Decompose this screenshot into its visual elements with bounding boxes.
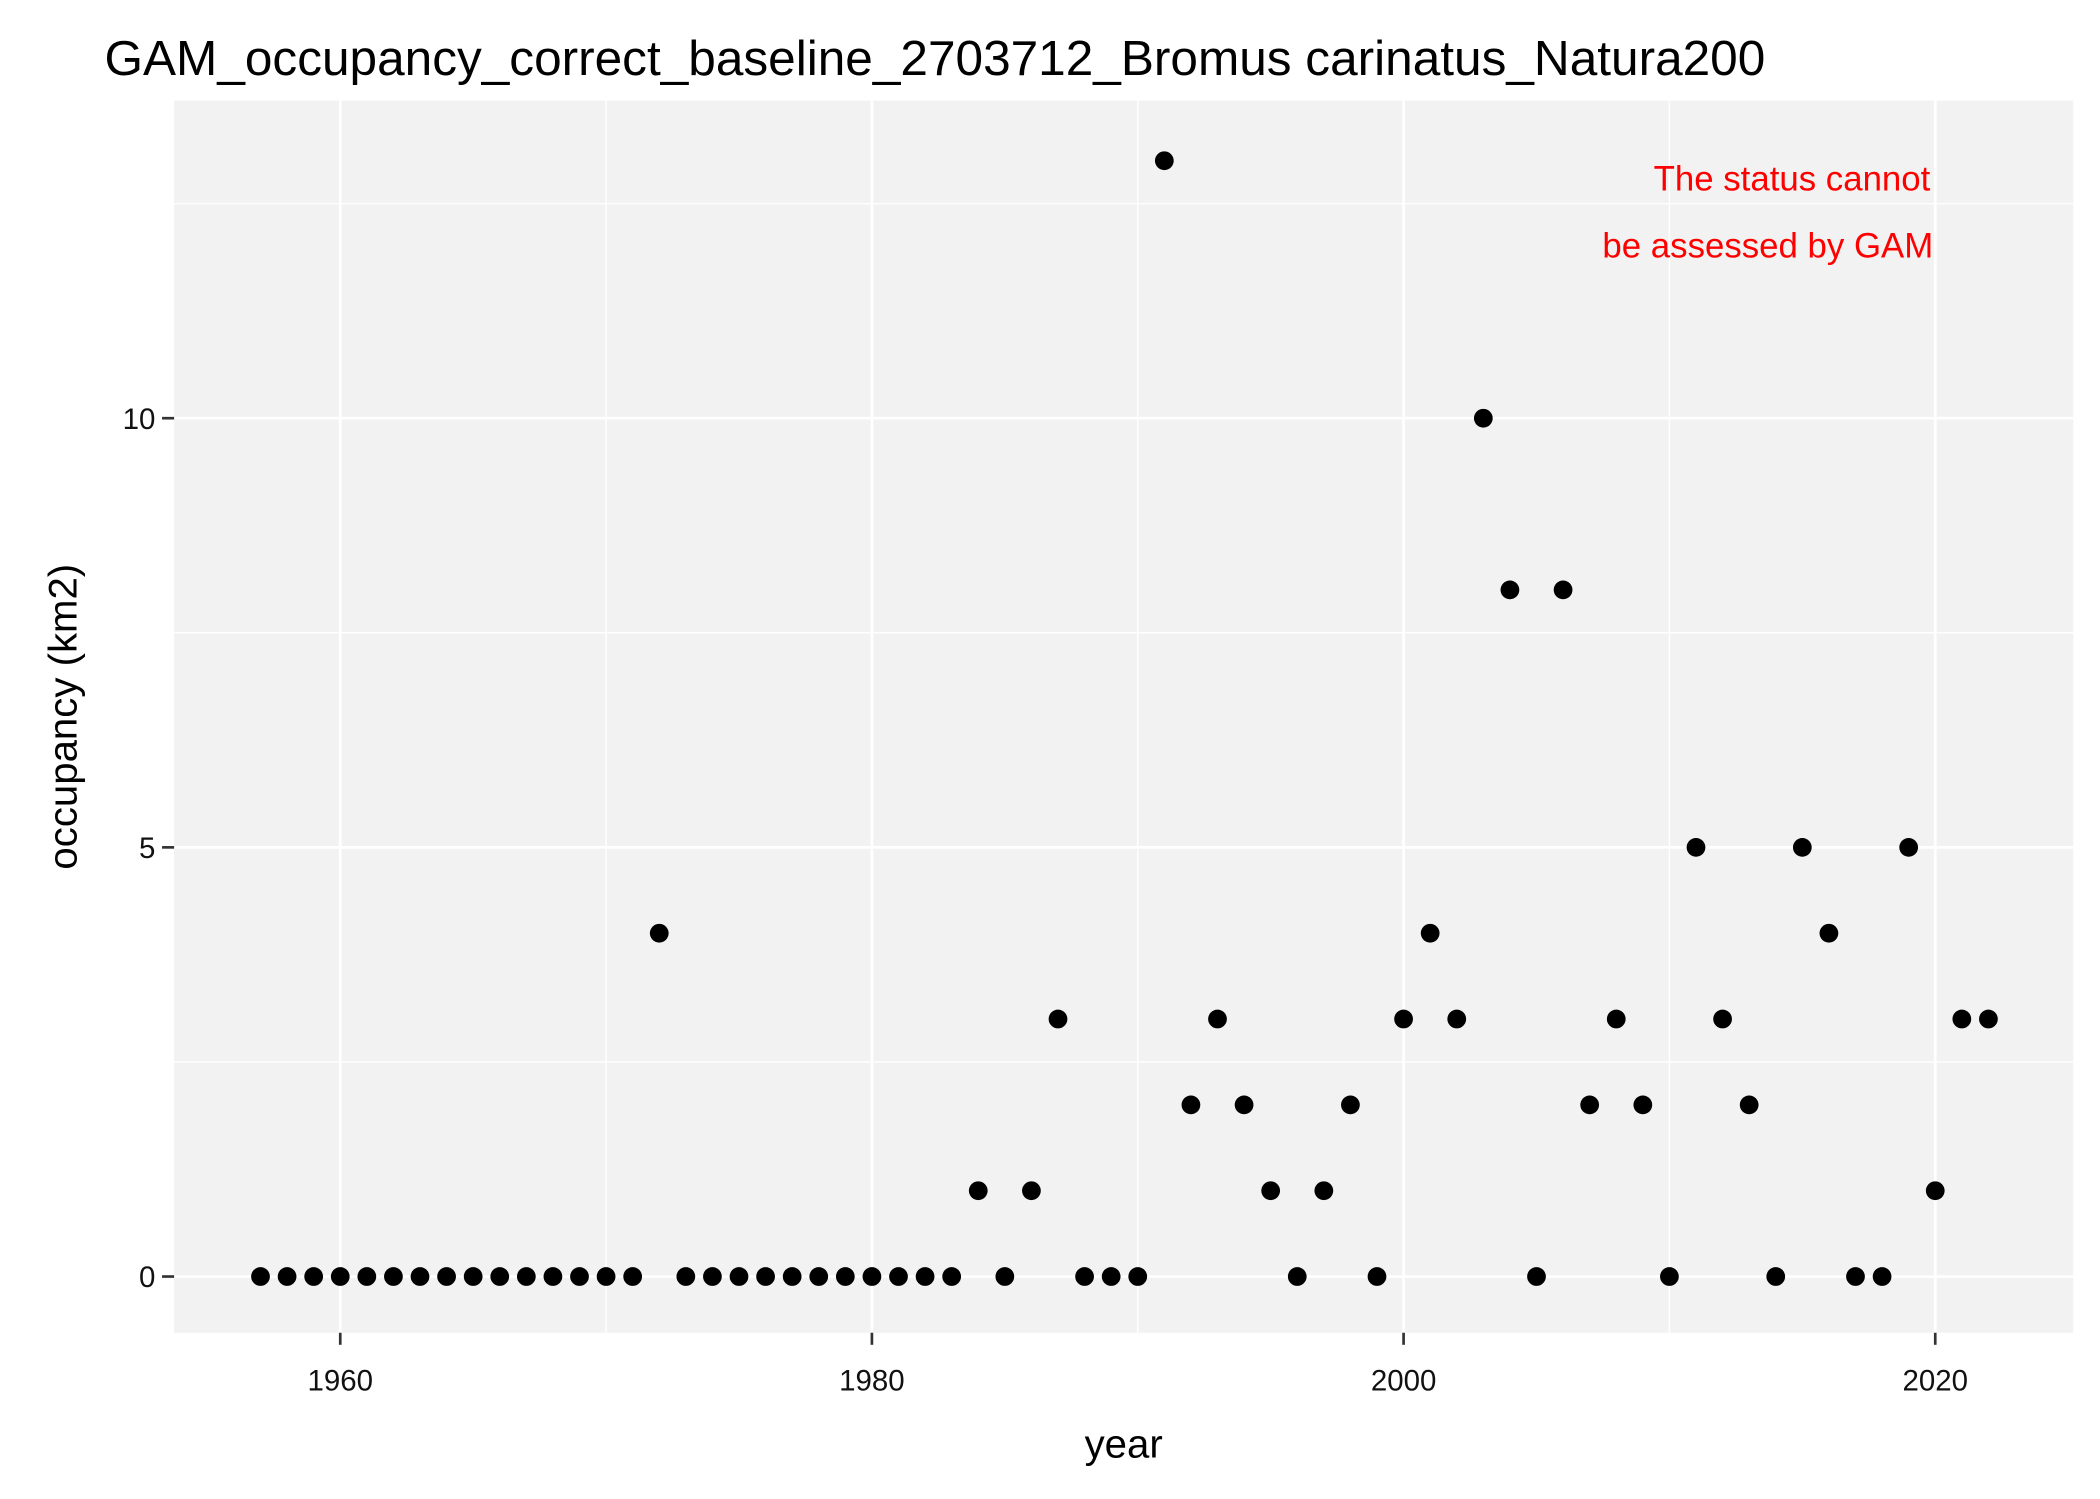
point	[596, 1267, 616, 1286]
panel	[174, 100, 2074, 1333]
annotation: be assessed by GAM	[1602, 226, 1933, 265]
point	[1633, 1095, 1653, 1115]
point	[1101, 1267, 1121, 1286]
point	[942, 1267, 962, 1286]
point	[357, 1267, 377, 1286]
point	[809, 1267, 829, 1286]
x-tick-label: 1960	[307, 1364, 373, 1397]
point	[570, 1267, 589, 1286]
point	[1048, 1009, 1068, 1029]
point	[1367, 1267, 1387, 1286]
point	[1341, 1095, 1360, 1115]
point	[1739, 1095, 1759, 1115]
point	[835, 1267, 855, 1286]
x-tick-label: 1980	[839, 1364, 905, 1397]
x-tick-label: 2020	[1902, 1364, 1968, 1397]
point	[437, 1267, 456, 1286]
point	[1208, 1009, 1227, 1029]
point	[756, 1267, 775, 1286]
point	[1766, 1267, 1786, 1286]
point	[277, 1267, 297, 1286]
point	[729, 1267, 749, 1286]
point	[915, 1267, 935, 1286]
point	[1261, 1181, 1281, 1201]
y-tick-label: 5	[139, 832, 155, 865]
point	[1792, 837, 1812, 857]
annotation: The status cannot	[1654, 159, 1931, 198]
point	[1606, 1009, 1626, 1029]
point	[1314, 1181, 1334, 1201]
point	[1154, 151, 1174, 171]
point	[703, 1267, 722, 1286]
point	[1527, 1267, 1546, 1286]
y-tick-label: 0	[139, 1261, 155, 1294]
point	[1394, 1009, 1413, 1029]
point	[995, 1267, 1015, 1286]
point	[1181, 1095, 1201, 1115]
point	[1447, 1009, 1467, 1029]
point	[1075, 1267, 1094, 1286]
point	[1553, 580, 1573, 600]
point	[384, 1267, 403, 1286]
point	[1686, 837, 1706, 857]
point	[1899, 837, 1919, 857]
point	[330, 1267, 350, 1286]
point	[1473, 408, 1493, 428]
y-axis-label: occupancy (km2)	[40, 564, 85, 870]
point	[1580, 1095, 1600, 1115]
point	[463, 1267, 483, 1286]
point	[1819, 923, 1839, 943]
point	[676, 1267, 696, 1286]
point	[543, 1267, 563, 1286]
point	[490, 1267, 510, 1286]
point	[1287, 1267, 1307, 1286]
point	[1872, 1267, 1892, 1286]
point	[623, 1267, 643, 1286]
point	[1500, 580, 1520, 600]
point	[251, 1267, 270, 1286]
point	[1128, 1267, 1148, 1286]
point	[1660, 1267, 1679, 1286]
point	[1925, 1181, 1945, 1201]
y-tick-label: 10	[123, 403, 156, 436]
point	[782, 1267, 802, 1286]
x-tick-label: 2000	[1371, 1364, 1437, 1397]
point	[1234, 1095, 1254, 1115]
point	[516, 1267, 536, 1286]
chart-title: GAM_occupancy_correct_baseline_2703712_B…	[104, 30, 1765, 86]
point	[1022, 1181, 1041, 1201]
point	[1846, 1267, 1865, 1286]
point	[1952, 1009, 1972, 1029]
point	[410, 1267, 430, 1286]
point	[968, 1181, 988, 1201]
point	[649, 923, 669, 943]
point	[1713, 1009, 1732, 1029]
point	[304, 1267, 324, 1286]
point	[1979, 1009, 1998, 1029]
point	[889, 1267, 908, 1286]
x-axis-label: year	[1085, 1421, 1163, 1466]
point	[862, 1267, 882, 1286]
point	[1420, 923, 1440, 943]
